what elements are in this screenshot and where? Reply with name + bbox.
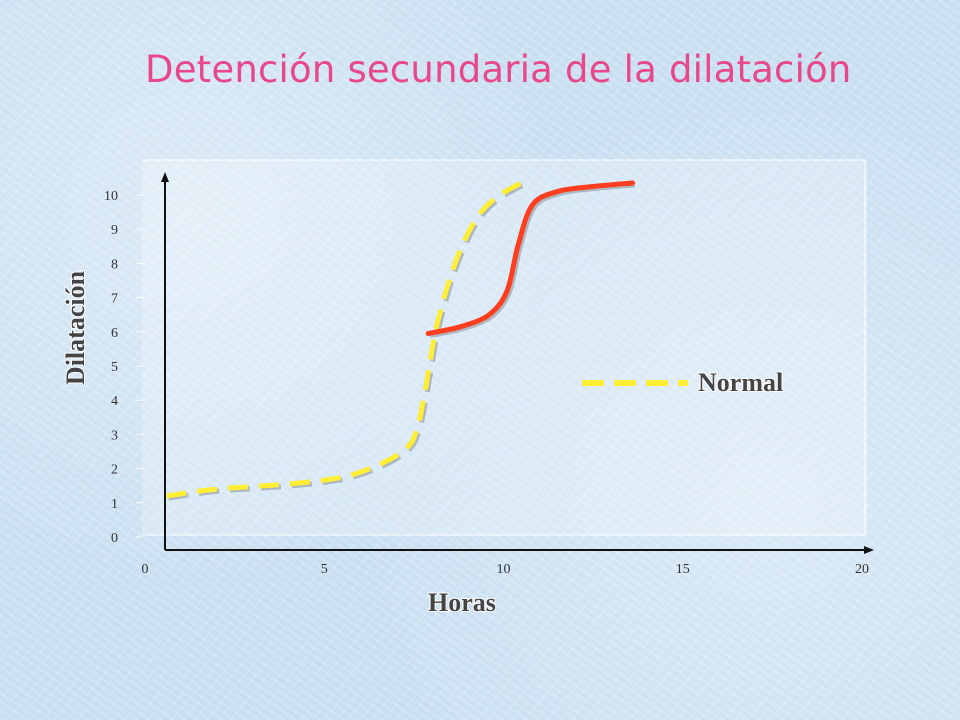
x-tick-label: 20 <box>855 562 869 577</box>
y-tick-label: 6 <box>111 326 118 341</box>
x-axis-title: Horas <box>428 588 496 617</box>
y-tick-label: 2 <box>111 463 118 478</box>
plot-area <box>142 160 867 535</box>
y-tick-label: 1 <box>111 497 118 512</box>
y-tick-label: 9 <box>111 223 118 238</box>
series-line-normal <box>166 179 527 499</box>
x-tick-label: 0 <box>142 562 149 577</box>
y-axis-arrow-icon <box>161 172 169 182</box>
x-axis-arrow-icon <box>864 546 874 554</box>
y-tick-label: 0 <box>111 531 118 546</box>
y-tick-label: 5 <box>111 360 118 375</box>
slide-title: Detención secundaria de la dilatación <box>145 48 852 91</box>
series-layer <box>166 179 636 501</box>
x-tick-label: 15 <box>676 562 690 577</box>
y-tick-label: 4 <box>111 394 118 409</box>
x-tick-label: 5 <box>321 562 328 577</box>
y-tick-label: 10 <box>104 189 118 204</box>
y-tick-label: 7 <box>111 292 118 307</box>
legend-label-normal: Normal <box>698 368 783 397</box>
series-line-secondary-arrest <box>425 180 636 336</box>
x-tick-label: 10 <box>497 562 511 577</box>
x-tick-labels: 0 5 10 15 20 <box>142 562 870 577</box>
y-tick-label: 3 <box>111 428 118 443</box>
y-tick-label: 8 <box>111 257 118 272</box>
y-axis-title: Dilatación <box>61 270 90 385</box>
y-tick-labels: 0 1 2 3 4 5 6 7 8 9 10 <box>104 189 143 546</box>
